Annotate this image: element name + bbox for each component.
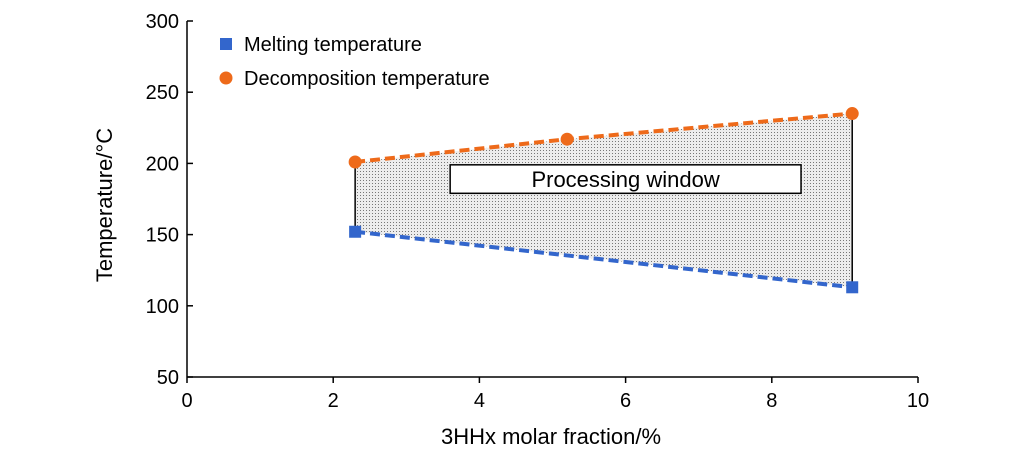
axes: 50 100 150 200 250 300 0 2 4 6 8 10: [146, 11, 930, 412]
melting-temperature-point: [846, 281, 859, 294]
decomposition-temperature-point: [560, 132, 574, 146]
x-tick-label: 6: [620, 390, 631, 412]
x-tick-label: 4: [474, 390, 485, 412]
processing-window-box: [449, 164, 802, 195]
legend: Melting temperature Decomposition tempera…: [219, 34, 490, 90]
series-layer: [348, 107, 859, 294]
x-tick-label: 0: [181, 390, 192, 412]
legend-decomposition-temperature-label: Decomposition temperature: [244, 68, 490, 90]
processing-window-label: Processing window: [531, 167, 719, 192]
melting-temperature-line: [354, 229, 853, 290]
shaded-region: [355, 113, 853, 288]
y-tick-label: 200: [146, 153, 179, 175]
melting-temperature-point: [349, 225, 362, 238]
legend-melting-temperature-label: Melting temperature: [244, 34, 422, 56]
y-tick-label: 300: [146, 11, 179, 33]
legend-decomposition-temperature-marker: [219, 71, 233, 85]
decomposition-temperature-point: [348, 155, 362, 169]
x-tick-label: 10: [907, 390, 929, 412]
x-tick-label: 2: [328, 390, 339, 412]
y-tick-label: 50: [157, 367, 179, 389]
legend-melting-temperature-marker: [220, 38, 232, 50]
annotation-layer: Processing window: [449, 164, 802, 195]
x-axis-title: 3HHx molar fraction/%: [441, 424, 661, 449]
processing-window-region: [354, 113, 853, 288]
x-tick-label: 8: [766, 390, 777, 412]
y-tick-label: 250: [146, 82, 179, 104]
y-axis-title: Temperature/°C: [92, 128, 117, 282]
y-tick-label: 150: [146, 225, 179, 247]
y-tick-label: 100: [146, 296, 179, 318]
decomposition-temperature-point: [845, 107, 859, 121]
